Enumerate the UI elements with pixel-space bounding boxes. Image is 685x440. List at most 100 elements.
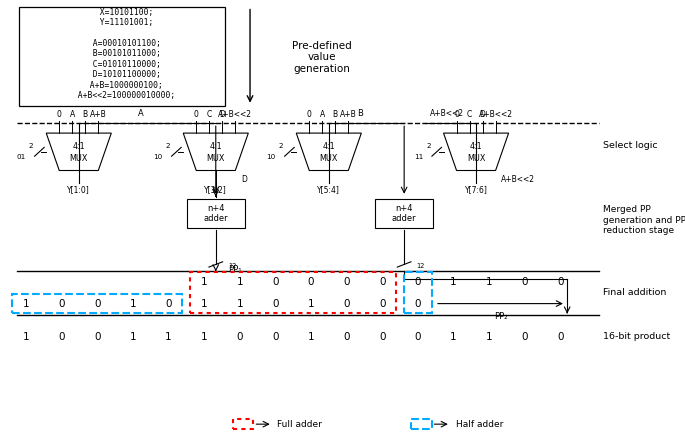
Text: D: D xyxy=(219,110,225,119)
Text: 1: 1 xyxy=(165,332,172,341)
Text: 0: 0 xyxy=(414,299,421,308)
Text: n+4
adder: n+4 adder xyxy=(203,204,228,223)
Text: 2: 2 xyxy=(426,143,431,149)
Text: A: A xyxy=(70,110,75,119)
Text: 0: 0 xyxy=(57,110,62,119)
Text: MUX: MUX xyxy=(467,154,485,163)
Text: 1: 1 xyxy=(236,277,243,286)
Text: A: A xyxy=(138,109,143,118)
Text: A+B: A+B xyxy=(340,110,357,119)
Text: 0: 0 xyxy=(236,332,243,341)
Text: Final addition: Final addition xyxy=(603,288,667,297)
Text: 0: 0 xyxy=(343,332,350,341)
Text: n+4
adder: n+4 adder xyxy=(392,204,416,223)
Text: 1: 1 xyxy=(308,332,314,341)
Text: MUX: MUX xyxy=(320,154,338,163)
Text: 0: 0 xyxy=(379,299,386,308)
Text: 0: 0 xyxy=(521,277,528,286)
Text: X=10101100;
  Y=11101001;

  A=00010101100;
  B=00101011000;
  C=01010110000;
  : X=10101100; Y=11101001; A=00010101100; B… xyxy=(68,8,175,100)
Text: 0: 0 xyxy=(272,332,279,341)
FancyBboxPatch shape xyxy=(19,7,225,106)
Polygon shape xyxy=(444,133,508,170)
Text: 0: 0 xyxy=(557,277,564,286)
Text: 4:1: 4:1 xyxy=(73,142,85,151)
Polygon shape xyxy=(47,133,111,170)
Text: 0: 0 xyxy=(94,299,101,308)
Text: Select logic: Select logic xyxy=(603,141,658,150)
Text: PP₂: PP₂ xyxy=(494,312,507,321)
Text: 1: 1 xyxy=(450,277,457,286)
Text: 4:1: 4:1 xyxy=(210,142,222,151)
Text: C: C xyxy=(467,110,472,119)
Text: 0: 0 xyxy=(379,332,386,341)
Text: 12: 12 xyxy=(228,263,236,269)
Text: 0: 0 xyxy=(165,299,172,308)
Text: 1: 1 xyxy=(129,299,136,308)
Text: 2: 2 xyxy=(166,143,171,149)
Text: 4:1: 4:1 xyxy=(470,142,482,151)
Text: Y[1:0]: Y[1:0] xyxy=(67,185,90,194)
Text: 0: 0 xyxy=(343,299,350,308)
Text: 1: 1 xyxy=(450,332,457,341)
Text: D: D xyxy=(479,110,486,119)
Text: 0: 0 xyxy=(58,332,65,341)
Text: 0: 0 xyxy=(272,299,279,308)
Text: 2: 2 xyxy=(29,143,34,149)
Text: 2: 2 xyxy=(279,143,284,149)
Text: Y[7:6]: Y[7:6] xyxy=(464,185,488,194)
Polygon shape xyxy=(184,133,248,170)
Text: 16-bit product: 16-bit product xyxy=(603,332,670,341)
Text: 0: 0 xyxy=(557,332,564,341)
Text: 0: 0 xyxy=(343,277,350,286)
Text: B: B xyxy=(83,110,88,119)
Polygon shape xyxy=(296,133,362,170)
Text: PP₁: PP₁ xyxy=(228,265,242,274)
Text: 0: 0 xyxy=(272,277,279,286)
Text: A+B: A+B xyxy=(90,110,107,119)
Text: 10: 10 xyxy=(266,154,275,160)
Text: Merged PP
generation and PP
reduction stage: Merged PP generation and PP reduction st… xyxy=(603,205,685,235)
Text: 1: 1 xyxy=(129,332,136,341)
Text: D: D xyxy=(241,175,247,184)
Text: 01: 01 xyxy=(16,154,26,160)
Text: 1: 1 xyxy=(23,332,29,341)
Text: 12: 12 xyxy=(416,263,425,269)
Text: 1: 1 xyxy=(308,299,314,308)
Text: 0: 0 xyxy=(379,277,386,286)
Text: A+B<<2: A+B<<2 xyxy=(479,110,512,119)
Text: 10: 10 xyxy=(153,154,163,160)
Text: 1: 1 xyxy=(201,299,208,308)
Text: 1: 1 xyxy=(23,299,29,308)
Text: Half adder: Half adder xyxy=(456,420,503,429)
Text: 11: 11 xyxy=(414,154,423,160)
Text: B: B xyxy=(357,109,362,118)
FancyBboxPatch shape xyxy=(186,199,245,228)
Text: 1: 1 xyxy=(201,332,208,341)
Text: A+B<<2: A+B<<2 xyxy=(430,109,464,118)
Text: C: C xyxy=(207,110,212,119)
Text: MUX: MUX xyxy=(207,154,225,163)
Text: A+B<<2: A+B<<2 xyxy=(219,110,252,119)
Text: 0: 0 xyxy=(58,299,65,308)
Text: A: A xyxy=(320,110,325,119)
Text: 0: 0 xyxy=(308,277,314,286)
Text: 1: 1 xyxy=(236,299,243,308)
Text: 0: 0 xyxy=(94,332,101,341)
Text: Pre-defined
value
generation: Pre-defined value generation xyxy=(292,40,352,74)
Text: 4:1: 4:1 xyxy=(323,142,335,151)
Text: 1: 1 xyxy=(486,277,493,286)
Text: 0: 0 xyxy=(414,332,421,341)
Text: 0: 0 xyxy=(307,110,312,119)
Text: A+B<<2: A+B<<2 xyxy=(501,175,535,184)
Text: Y[3:2]: Y[3:2] xyxy=(204,185,227,194)
Text: 1: 1 xyxy=(486,332,493,341)
Text: 0: 0 xyxy=(521,332,528,341)
Text: Y[5:4]: Y[5:4] xyxy=(317,185,340,194)
Text: B: B xyxy=(333,110,338,119)
Text: 0: 0 xyxy=(194,110,199,119)
Text: Full adder: Full adder xyxy=(277,420,323,429)
Text: 1: 1 xyxy=(201,277,208,286)
Text: 0: 0 xyxy=(454,110,459,119)
Text: 0: 0 xyxy=(414,277,421,286)
FancyBboxPatch shape xyxy=(375,199,433,228)
